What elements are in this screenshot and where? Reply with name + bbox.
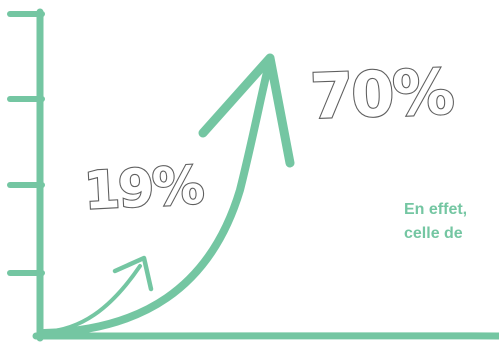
value-label-19: 19% (82, 156, 204, 222)
caption-line-1: En effet, (404, 201, 467, 218)
growth-arrowhead-large (198, 53, 295, 168)
growth-arrowhead-small (112, 255, 154, 292)
y-axis (36, 8, 44, 342)
value-label-70: 70% (309, 55, 455, 133)
x-axis (32, 332, 499, 340)
growth-curve-large (40, 56, 274, 337)
caption-line-2: celle de (404, 225, 463, 242)
